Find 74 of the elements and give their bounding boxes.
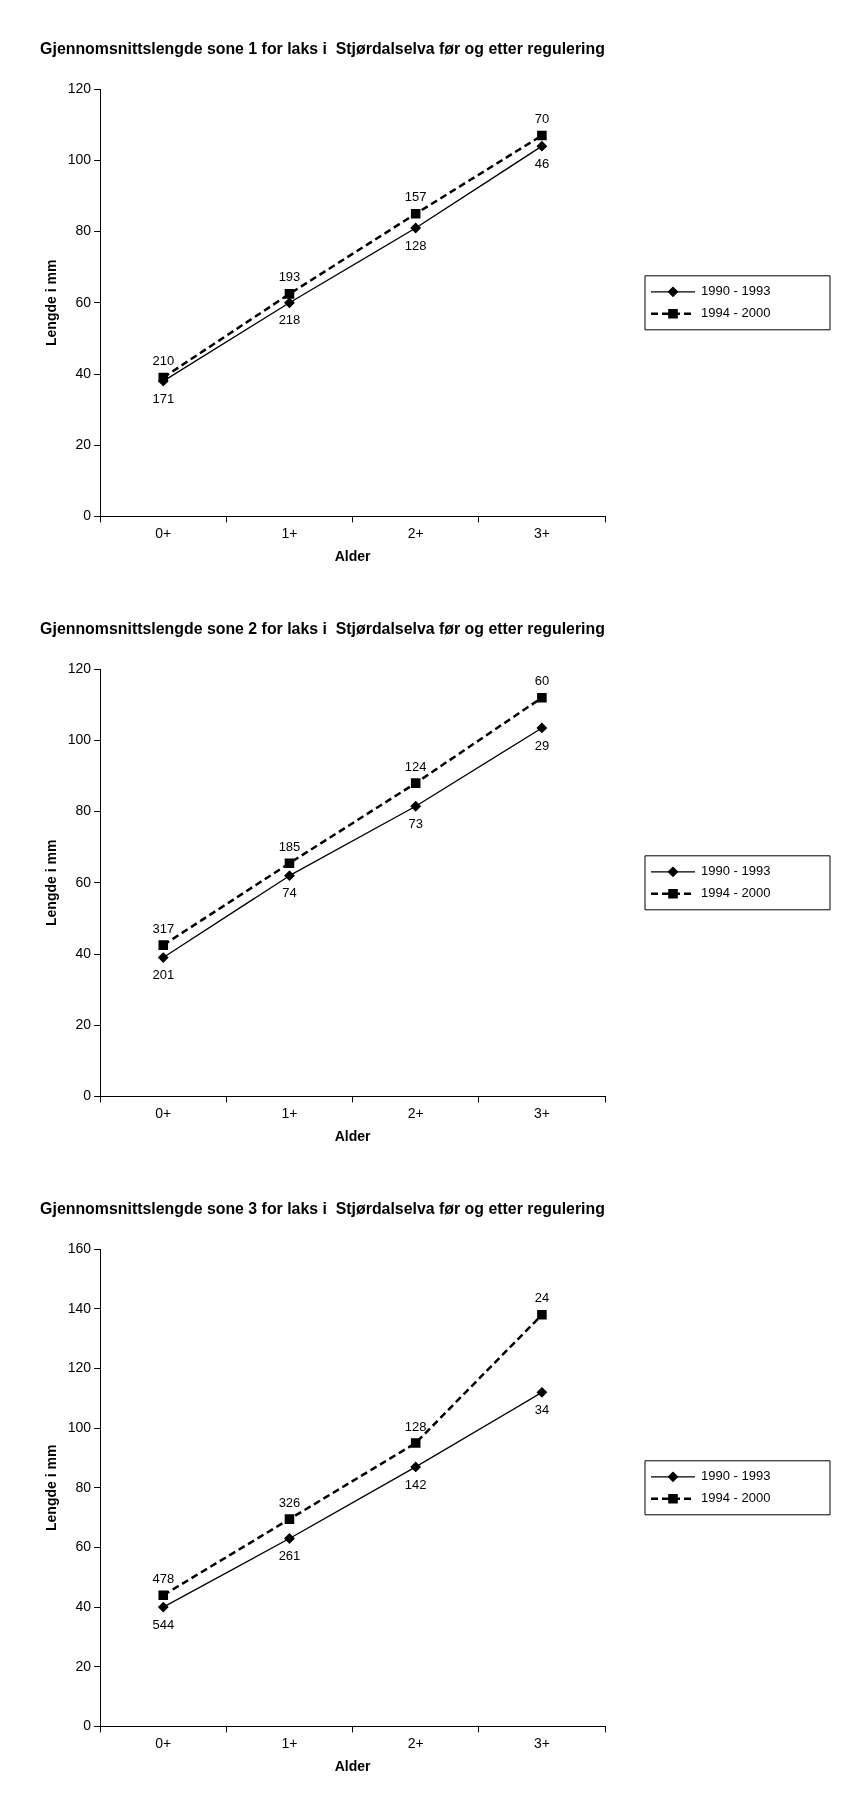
annotation: 171 [152, 390, 175, 406]
y-tick-label: 120 [67, 660, 92, 677]
annotation: 24 [534, 1290, 550, 1306]
annotation: 218 [278, 312, 301, 328]
annotation: 124 [404, 758, 427, 774]
y-tick-label: 20 [75, 436, 92, 453]
y-tick-label: 0 [83, 1717, 92, 1734]
annotation: 478 [152, 1570, 175, 1586]
x-tick-label: 0+ [155, 1104, 172, 1121]
y-tick-label: 0 [83, 1087, 92, 1104]
annotation: 29 [534, 737, 550, 753]
x-tick-label: 3+ [533, 1734, 550, 1751]
annotation: 326 [278, 1494, 301, 1510]
annotation: 193 [278, 269, 301, 285]
x-tick-label: 1+ [281, 1104, 298, 1121]
annotation: 544 [152, 1616, 175, 1632]
y-tick-label: 40 [75, 1597, 92, 1614]
annotation: 73 [408, 815, 423, 831]
annotation: 210 [152, 353, 175, 369]
annotation: 46 [534, 155, 550, 171]
annotation: 128 [404, 237, 427, 253]
chart-title: Gjennomsnittslengde sone 1 for laks i Stjørdalselva før og etter regulering [40, 39, 605, 58]
annotation: 70 [534, 111, 550, 127]
annotation: 60 [534, 673, 550, 689]
y-axis-title: Lengde i mm [43, 839, 60, 926]
annotation: 185 [278, 838, 301, 854]
y-tick-label: 100 [67, 731, 92, 748]
y-tick-label: 80 [75, 1478, 92, 1495]
y-tick-label: 20 [75, 1016, 92, 1033]
y-tick-label: 60 [75, 873, 92, 890]
legend-label: 1990 - 1993 [701, 1468, 771, 1484]
legend-label: 1994 - 2000 [701, 1490, 771, 1506]
annotation: 157 [404, 189, 427, 205]
annotation: 128 [404, 1418, 427, 1434]
x-axis-title: Alder [334, 548, 372, 565]
legend-label: 1990 - 1993 [701, 863, 771, 879]
x-tick-label: 2+ [407, 1734, 424, 1751]
y-tick-label: 140 [67, 1299, 92, 1316]
legend-label: 1994 - 2000 [701, 305, 771, 321]
annotation: 74 [282, 885, 297, 901]
x-tick-label: 2+ [407, 1104, 424, 1121]
legend-label: 1994 - 2000 [701, 885, 771, 901]
y-tick-label: 60 [75, 1538, 92, 1555]
y-tick-label: 20 [75, 1657, 92, 1674]
y-tick-label: 120 [67, 1359, 92, 1376]
annotation: 201 [152, 967, 175, 983]
x-tick-label: 2+ [407, 524, 424, 541]
y-tick-label: 0 [83, 507, 92, 524]
y-tick-label: 60 [75, 293, 92, 310]
y-tick-label: 40 [75, 364, 92, 381]
y-tick-label: 40 [75, 944, 92, 961]
y-tick-label: 120 [67, 80, 92, 97]
y-axis-title: Lengde i mm [43, 259, 60, 346]
annotation: 317 [152, 920, 175, 936]
x-tick-label: 3+ [533, 524, 550, 541]
x-tick-label: 0+ [155, 1734, 172, 1751]
y-axis-title: Lengde i mm [43, 1444, 60, 1531]
x-tick-label: 0+ [155, 524, 172, 541]
x-tick-label: 1+ [281, 524, 298, 541]
y-tick-label: 80 [75, 222, 92, 239]
x-tick-label: 3+ [533, 1104, 550, 1121]
y-tick-label: 100 [67, 1419, 92, 1436]
x-tick-label: 1+ [281, 1734, 298, 1751]
y-tick-label: 160 [67, 1240, 92, 1257]
y-tick-label: 100 [67, 151, 92, 168]
annotation: 261 [278, 1548, 301, 1564]
x-axis-title: Alder [334, 1128, 372, 1145]
chart-title: Gjennomsnittslengde sone 2 for laks i Stjørdalselva før og etter regulering [40, 619, 605, 638]
legend-label: 1990 - 1993 [701, 283, 771, 299]
annotation: 142 [404, 1476, 427, 1492]
chart-title: Gjennomsnittslengde sone 3 for laks i Stjørdalselva før og etter regulering [40, 1199, 605, 1218]
x-axis-title: Alder [334, 1758, 372, 1775]
annotation: 34 [534, 1401, 550, 1417]
y-tick-label: 80 [75, 802, 92, 819]
